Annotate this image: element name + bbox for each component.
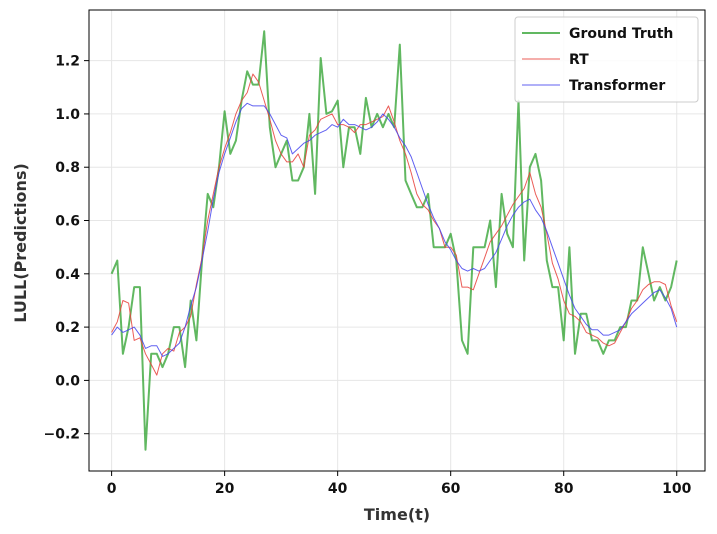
y-tick-label: 0.0 — [55, 373, 80, 389]
y-tick-label: 0.6 — [55, 214, 80, 230]
y-tick-label: 0.8 — [55, 160, 80, 176]
x-tick-label: 80 — [554, 481, 574, 497]
legend-label-ground-truth: Ground Truth — [569, 26, 673, 42]
series-line-transformer — [111, 102, 678, 357]
x-tick-label: 40 — [328, 481, 348, 497]
y-tick-label: 0.2 — [55, 320, 80, 336]
ticks: 0 20 40 60 80 100 −0.2 0.0 0.2 0.4 0.6 0.8 1.0 1.2 — [43, 54, 691, 497]
x-axis-label: Time(t) — [364, 505, 430, 524]
y-tick-label: 1.2 — [55, 54, 80, 70]
y-tick-label: 0.4 — [55, 267, 80, 283]
x-tick-label: 0 — [107, 481, 117, 497]
legend-label-transformer: Transformer — [569, 78, 665, 94]
x-tick-label: 20 — [215, 481, 235, 497]
y-tick-label: −0.2 — [43, 427, 80, 443]
series-line-rt — [111, 73, 678, 376]
legend-box — [514, 16, 699, 103]
y-tick-label: 1.0 — [55, 107, 80, 123]
grid — [89, 10, 705, 471]
series-layer — [110, 30, 678, 451]
y-axis-label: LULL(Predictions) — [11, 163, 30, 323]
plot-frame — [88, 9, 706, 472]
x-tick-label: 60 — [441, 481, 461, 497]
legend: Ground Truth RT Transformer — [514, 16, 699, 103]
legend-label-rt: RT — [569, 52, 589, 68]
x-tick-label: 100 — [662, 481, 691, 497]
